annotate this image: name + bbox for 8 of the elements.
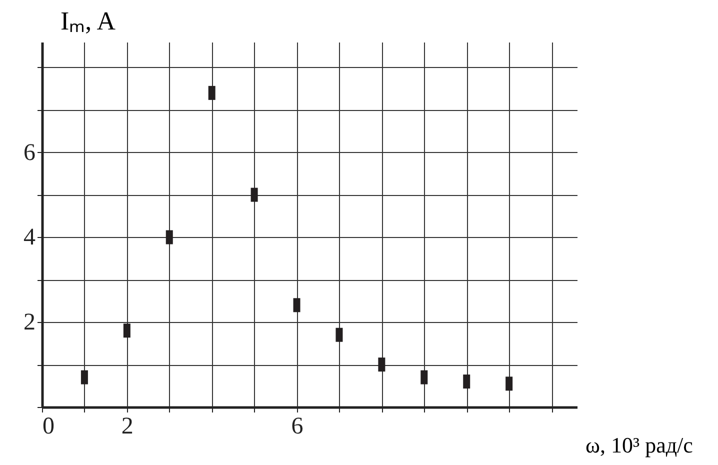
y-tick-label: 6 (24, 140, 36, 166)
x-tick-label: 0 (42, 414, 54, 440)
x-tick-label: 6 (291, 414, 304, 440)
y-axis-title: Iₘ, A (60, 6, 116, 36)
y-tick-label: 2 (24, 310, 36, 336)
y-tick-label: 4 (24, 224, 36, 251)
x-tick-label: 2 (121, 414, 134, 440)
x-axis-title: ω, 10³ рад/с (586, 432, 694, 458)
